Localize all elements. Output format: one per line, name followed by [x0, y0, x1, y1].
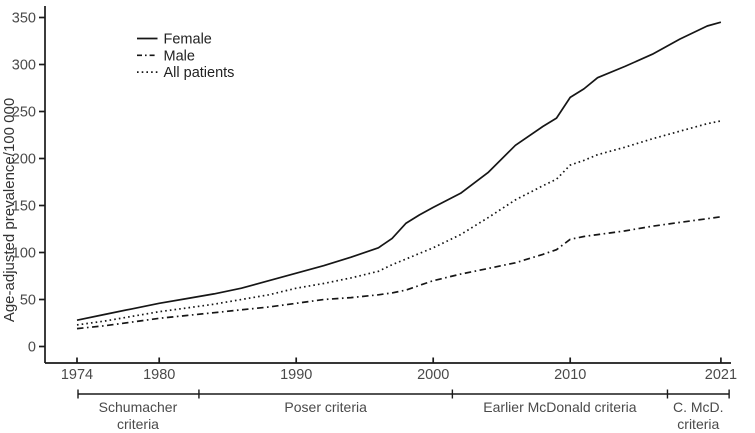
axes: 0 50 100 150 200 250 300 350 1974 1980 1990 2000 201…: [12, 6, 737, 383]
y-tick-label: 150: [12, 199, 36, 215]
legend-label: All patients: [164, 65, 235, 81]
bracket-label: criteria: [677, 416, 719, 432]
y-axis-label: Age-adjusted prevalence/100 000: [1, 98, 18, 322]
y-tick-label: 250: [12, 105, 36, 121]
x-tick-label: 2010: [554, 367, 586, 383]
y-tick-label: 350: [12, 11, 36, 27]
y-tick-label: 50: [20, 293, 36, 309]
bracket-label: criteria: [117, 416, 159, 432]
series-lines: [76, 21, 722, 330]
bracket-label: Schumacher: [99, 399, 178, 415]
series-line-all-patients: [76, 120, 722, 326]
x-tick-label: 2021: [705, 367, 737, 383]
legend-label: Female: [164, 32, 212, 48]
bracket-label: C. McD.: [673, 399, 724, 415]
y-tick-label: 100: [12, 246, 36, 262]
x-tick-label: 1974: [61, 367, 93, 383]
y-tick-label: 0: [28, 340, 36, 356]
x-tick-label: 2000: [417, 367, 449, 383]
y-tick-label: 300: [12, 58, 36, 74]
bracket-label: Poser criteria: [284, 399, 367, 415]
x-tick-label: 1990: [280, 367, 312, 383]
bracket-label: Earlier McDonald criteria: [483, 399, 636, 415]
x-tick-label: 1980: [143, 367, 175, 383]
series-line-female: [76, 21, 722, 322]
legend-label: Male: [164, 48, 195, 64]
y-tick-label: 200: [12, 152, 36, 168]
series-line-male: [76, 215, 722, 330]
